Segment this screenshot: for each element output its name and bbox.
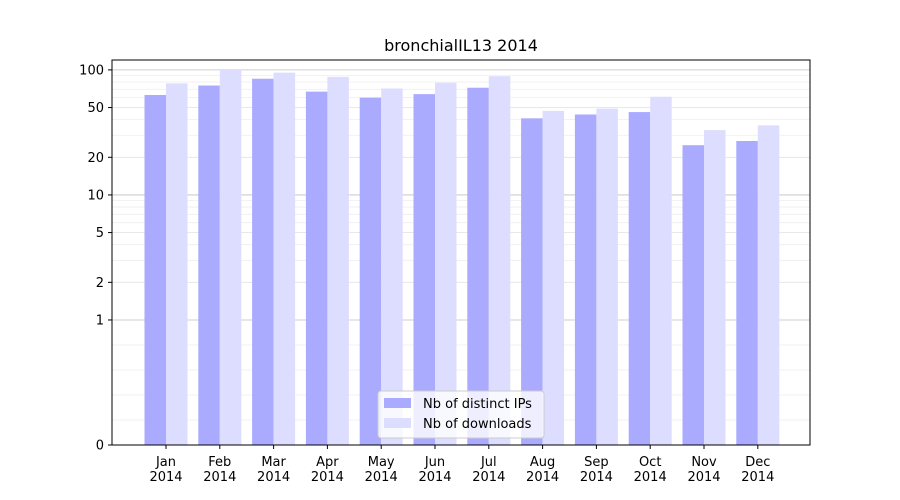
- x-tick-label-line: May: [368, 455, 395, 470]
- bar-downloads: [381, 88, 403, 446]
- y-tick-label: 0: [96, 439, 104, 454]
- x-tick-label-line: Jun: [424, 455, 445, 470]
- bar-distinct-ips: [252, 78, 274, 445]
- bar-distinct-ips: [628, 112, 651, 445]
- bar-downloads: [596, 108, 618, 445]
- bar-downloads: [166, 83, 188, 445]
- x-tick-label-line: 2014: [580, 470, 613, 485]
- legend-label: Nb of downloads: [423, 417, 532, 432]
- x-tick-label-line: Feb: [208, 455, 231, 470]
- bar-distinct-ips: [359, 97, 382, 445]
- legend-swatch: [384, 418, 411, 428]
- y-tick-label: 10: [87, 188, 104, 203]
- x-tick-label-line: Nov: [691, 455, 717, 470]
- bar-distinct-ips: [413, 94, 435, 446]
- bar-distinct-ips: [144, 94, 166, 446]
- x-tick-label: Jul 2014: [472, 455, 505, 485]
- x-tick-label-line: 2014: [472, 470, 505, 485]
- y-tick-label: 20: [87, 151, 104, 166]
- bar-downloads: [542, 110, 565, 445]
- bar-downloads: [327, 76, 349, 445]
- legend-label: Nb of distinct IPs: [423, 397, 532, 412]
- x-tick-label-line: 2014: [203, 470, 236, 485]
- x-tick-label-line: Mar: [261, 455, 286, 470]
- x-tick-label: Mar 2014: [257, 455, 290, 485]
- x-tick-label: Feb 2014: [203, 455, 236, 485]
- x-tick-label-line: Dec: [745, 455, 770, 470]
- x-tick-label-line: Apr: [316, 455, 339, 470]
- bar-downloads: [219, 69, 242, 446]
- bar-downloads: [757, 125, 780, 445]
- x-tick-label: Aug 2014: [526, 455, 559, 485]
- bar-downloads: [273, 72, 296, 445]
- x-tick-label-line: 2014: [418, 470, 451, 485]
- x-tick-label-line: 2014: [526, 470, 559, 485]
- x-tick-label: Oct 2014: [634, 455, 667, 485]
- chart-title: bronchialIL13 2014: [384, 36, 538, 55]
- plot-frame: [111, 59, 811, 446]
- bar-downloads: [650, 96, 672, 445]
- x-tick-label-line: 2014: [149, 470, 182, 485]
- x-tick-label: Sep 2014: [580, 455, 613, 485]
- y-tick-label: 100: [79, 63, 104, 78]
- x-tick-label: Jun 2014: [418, 455, 451, 485]
- bars: [144, 69, 780, 446]
- bar-distinct-ips: [521, 118, 543, 445]
- x-tick-label: Jan 2014: [149, 455, 182, 485]
- bar-distinct-ips: [574, 114, 597, 445]
- y-axis: 0 1 2 5 10 20 50 100: [79, 63, 112, 454]
- x-tick-label: Apr 2014: [311, 455, 344, 485]
- x-tick-label-line: Jan: [155, 455, 176, 470]
- x-tick-label-line: 2014: [257, 470, 290, 485]
- x-tick-label: Dec 2014: [741, 455, 774, 485]
- bar-distinct-ips: [467, 87, 489, 445]
- bar-distinct-ips: [305, 91, 328, 445]
- legend-box: [377, 390, 545, 439]
- x-tick-label: Nov 2014: [687, 455, 720, 485]
- x-tick-label-line: 2014: [365, 470, 398, 485]
- bar-distinct-ips: [736, 140, 758, 445]
- x-tick-label-line: Oct: [639, 455, 661, 470]
- y-tick-label: 50: [87, 101, 104, 116]
- y-tick-label: 1: [96, 313, 104, 328]
- legend-swatch: [384, 398, 411, 408]
- x-tick-label-line: 2014: [687, 470, 720, 485]
- y-tick-label: 5: [96, 226, 104, 241]
- x-tick-label-line: Jul: [480, 455, 497, 470]
- x-tick-label-line: 2014: [741, 470, 774, 485]
- bar-distinct-ips: [682, 145, 704, 445]
- x-tick-label-line: Aug: [530, 455, 555, 470]
- legend: Nb of distinct IPs Nb of downloads: [377, 390, 545, 439]
- bar-downloads: [704, 130, 726, 445]
- x-tick-label-line: Sep: [584, 455, 609, 470]
- bar-distinct-ips: [198, 85, 220, 445]
- y-tick-label: 2: [96, 276, 104, 291]
- bar-downloads: [435, 82, 457, 445]
- x-tick-label-line: 2014: [311, 470, 344, 485]
- x-tick-label-line: 2014: [634, 470, 667, 485]
- x-tick-label: May 2014: [365, 455, 398, 485]
- bar-downloads: [488, 76, 511, 446]
